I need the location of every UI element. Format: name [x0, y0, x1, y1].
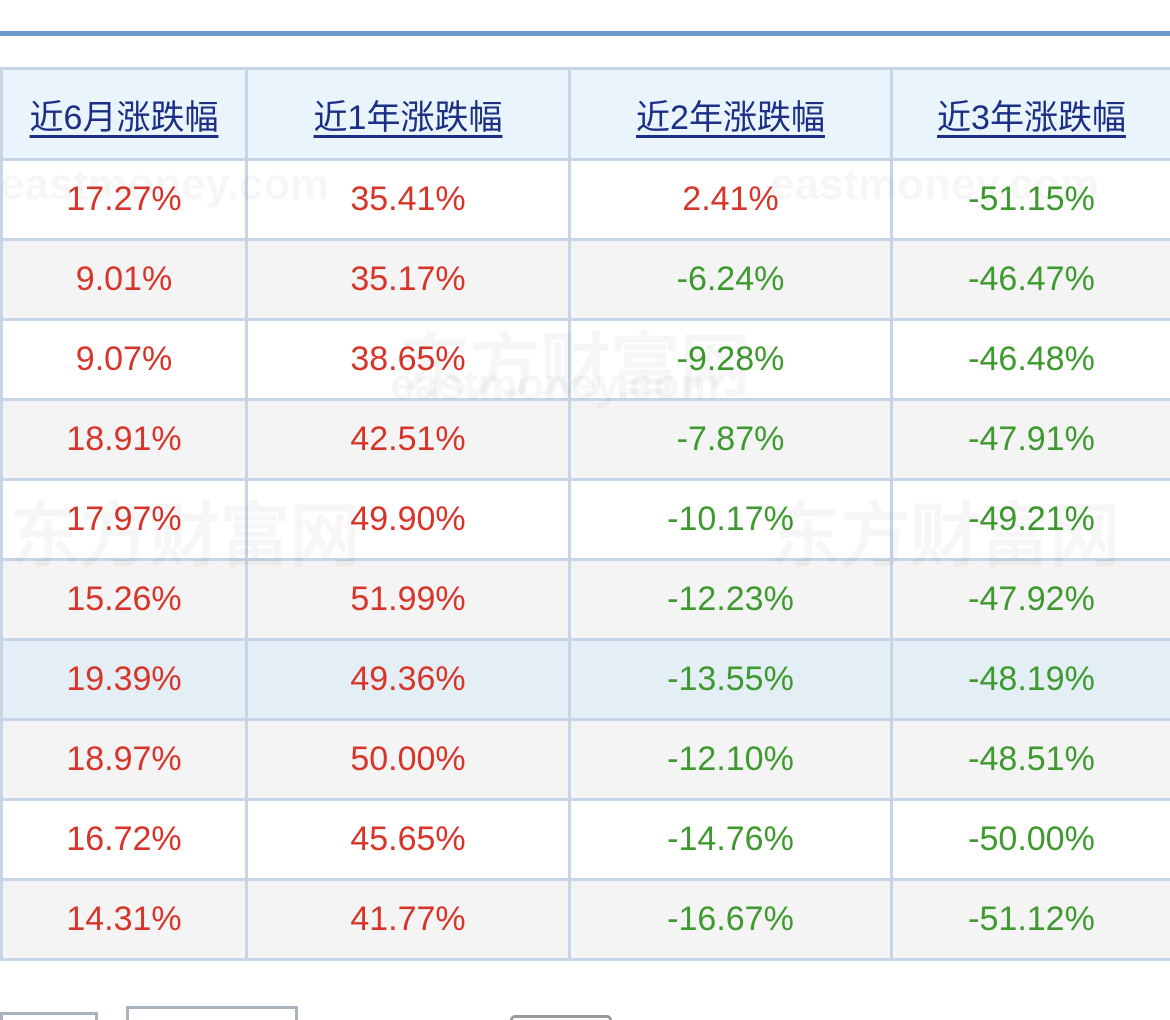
- table-cell: -47.92%: [890, 558, 1170, 641]
- table-cell: -6.24%: [568, 238, 893, 321]
- table-cell: 14.31%: [0, 878, 248, 961]
- table-cell: 9.01%: [0, 238, 248, 321]
- table-header-row: 近6月涨跌幅 近1年涨跌幅 近2年涨跌幅 近3年涨跌幅: [0, 67, 1170, 161]
- table-cell: -48.51%: [890, 718, 1170, 801]
- table-cell: -51.15%: [890, 158, 1170, 241]
- table-cell: 17.27%: [0, 158, 248, 241]
- sort-link[interactable]: 近3年涨跌幅: [937, 98, 1126, 137]
- table-cell: -13.55%: [568, 638, 893, 721]
- table-cell: 35.17%: [245, 238, 571, 321]
- table-cell: -46.48%: [890, 318, 1170, 401]
- table-cell: -10.17%: [568, 478, 893, 561]
- table-row[interactable]: 17.97% 49.90% -10.17% -49.21%: [0, 478, 1170, 561]
- table-cell: -46.47%: [890, 238, 1170, 321]
- pagination-button[interactable]: [0, 1012, 98, 1020]
- table-cell: 15.26%: [0, 558, 248, 641]
- table-cell: 49.36%: [245, 638, 571, 721]
- table-cell: 45.65%: [245, 798, 571, 881]
- table-cell: 17.97%: [0, 478, 248, 561]
- table-cell: -50.00%: [890, 798, 1170, 881]
- table-row[interactable]: 9.01% 35.17% -6.24% -46.47%: [0, 238, 1170, 321]
- table-cell: 18.91%: [0, 398, 248, 481]
- column-header: 近3年涨跌幅: [890, 67, 1170, 161]
- table-row[interactable]: 9.07% 38.65% -9.28% -46.48%: [0, 318, 1170, 401]
- table-cell: 2.41%: [568, 158, 893, 241]
- go-button[interactable]: [510, 1015, 612, 1020]
- table-cell: 9.07%: [0, 318, 248, 401]
- table-row[interactable]: 15.26% 51.99% -12.23% -47.92%: [0, 558, 1170, 641]
- sort-link[interactable]: 近2年涨跌幅: [636, 98, 825, 137]
- column-header: 近6月涨跌幅: [0, 67, 248, 161]
- table-cell: 50.00%: [245, 718, 571, 801]
- table-row[interactable]: 14.31% 41.77% -16.67% -51.12%: [0, 878, 1170, 961]
- table-cell: -7.87%: [568, 398, 893, 481]
- table-cell: -16.67%: [568, 878, 893, 961]
- column-header: 近1年涨跌幅: [245, 67, 571, 161]
- sort-link[interactable]: 近1年涨跌幅: [313, 98, 503, 137]
- table-cell: 38.65%: [245, 318, 571, 401]
- table-row[interactable]: 16.72% 45.65% -14.76% -50.00%: [0, 798, 1170, 881]
- table-cell: -12.10%: [568, 718, 893, 801]
- table-cell: 16.72%: [0, 798, 248, 881]
- table-cell: -9.28%: [568, 318, 893, 401]
- table-cell: 18.97%: [0, 718, 248, 801]
- table-cell: 49.90%: [245, 478, 571, 561]
- table-cell: 42.51%: [245, 398, 571, 481]
- sort-link[interactable]: 近6月涨跌幅: [29, 98, 219, 137]
- table-cell: -12.23%: [568, 558, 893, 641]
- section-divider: [0, 31, 1170, 36]
- table-cell: 41.77%: [245, 878, 571, 961]
- pagination-button[interactable]: [126, 1006, 298, 1020]
- table-cell: -48.19%: [890, 638, 1170, 721]
- returns-table: 近6月涨跌幅 近1年涨跌幅 近2年涨跌幅 近3年涨跌幅 17.27% 35.41% 2.4…: [0, 67, 1170, 961]
- table-cell: 35.41%: [245, 158, 571, 241]
- table-row[interactable]: 19.39% 49.36% -13.55% -48.19%: [0, 638, 1170, 721]
- table-cell: 51.99%: [245, 558, 571, 641]
- table-cell: 19.39%: [0, 638, 248, 721]
- column-header: 近2年涨跌幅: [568, 67, 893, 161]
- table-row[interactable]: 17.27% 35.41% 2.41% -51.15%: [0, 158, 1170, 241]
- table-cell: -51.12%: [890, 878, 1170, 961]
- table-row[interactable]: 18.97% 50.00% -12.10% -48.51%: [0, 718, 1170, 801]
- table-cell: -14.76%: [568, 798, 893, 881]
- table-row[interactable]: 18.91% 42.51% -7.87% -47.91%: [0, 398, 1170, 481]
- table-cell: -49.21%: [890, 478, 1170, 561]
- table-cell: -47.91%: [890, 398, 1170, 481]
